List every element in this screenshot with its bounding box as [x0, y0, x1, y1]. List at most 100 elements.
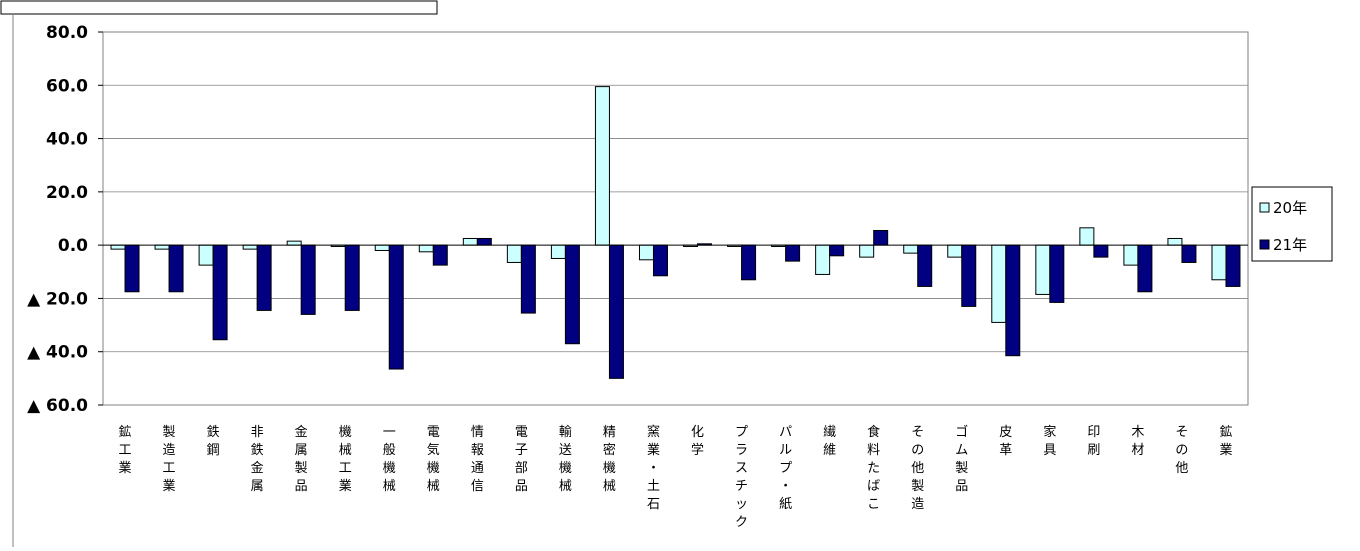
x-tick-label: プ — [779, 461, 792, 476]
x-tick-label: 一 — [383, 425, 396, 440]
bar — [829, 244, 845, 257]
x-tick-label: ム — [955, 443, 968, 458]
x-tick-label: ル — [779, 443, 792, 458]
bar — [991, 244, 1007, 323]
x-tick-label: 送 — [559, 443, 572, 458]
y-tick-label: 20.0 — [46, 183, 88, 203]
x-tick-label: の — [911, 443, 924, 458]
x-tick-label: 工 — [339, 461, 352, 476]
bar — [374, 244, 390, 251]
x-tick-label: 電 — [515, 425, 528, 440]
y-tick-label: 60.0 — [46, 76, 88, 96]
bar — [388, 244, 404, 370]
x-tick-label: 業 — [163, 478, 176, 494]
bar — [859, 244, 875, 258]
bar — [1225, 244, 1241, 287]
x-tick-label: 品 — [955, 479, 968, 494]
x-tick-label: プ — [735, 425, 748, 440]
x-tick-label: 機 — [339, 425, 352, 440]
x-tick-label: 造 — [911, 497, 924, 512]
bar — [506, 244, 522, 263]
bar — [638, 244, 654, 261]
bar — [198, 244, 214, 266]
bar — [1093, 244, 1109, 258]
x-tick-label: 電 — [427, 425, 440, 440]
x-tick-label: そ — [1175, 425, 1188, 440]
x-tick-label: 木 — [1131, 425, 1144, 440]
x-tick-label: 般 — [383, 442, 396, 458]
x-tick-label: 窯 — [647, 425, 660, 440]
legend-swatch — [1259, 239, 1270, 250]
x-tick-label: 輸 — [559, 425, 572, 440]
bar — [917, 244, 933, 287]
bar — [961, 244, 977, 307]
x-tick-label: 業 — [339, 478, 352, 494]
bar — [520, 244, 536, 314]
bar — [564, 244, 580, 345]
x-tick-label: 印 — [1087, 425, 1100, 440]
x-tick-label: 鉱 — [1219, 424, 1232, 440]
x-tick-label: 他 — [911, 461, 924, 476]
bar — [1211, 244, 1227, 281]
x-tick-label: 食 — [867, 424, 880, 440]
x-tick-label: 具 — [1043, 443, 1056, 458]
x-tick-label: 子 — [515, 443, 528, 458]
x-tick-label: 非 — [251, 425, 264, 440]
bar — [608, 244, 624, 379]
x-tick-label: 密 — [603, 442, 616, 458]
y-tick-label: ▲ 40.0 — [27, 343, 88, 363]
x-tick-label: 業 — [119, 460, 132, 476]
x-tick-label: 工 — [163, 461, 176, 476]
x-tick-label: 刷 — [1087, 443, 1100, 458]
x-tick-label: た — [867, 461, 880, 476]
x-tick-label: 業 — [647, 442, 660, 458]
x-tick-label: 化 — [691, 425, 704, 440]
x-tick-label: 造 — [163, 443, 176, 458]
x-tick-label: 他 — [1175, 461, 1188, 476]
x-tick-label: 品 — [295, 479, 308, 494]
x-tick-label: ・ — [779, 479, 792, 494]
x-tick-label: 家 — [1043, 424, 1056, 440]
x-tick-label: 工 — [119, 443, 132, 458]
x-tick-label: 業 — [1219, 442, 1232, 458]
y-tick-label: 0.0 — [58, 236, 88, 256]
bar — [1035, 244, 1051, 295]
x-tick-label: 械 — [383, 479, 396, 494]
y-tick-label: ▲ 60.0 — [27, 396, 88, 416]
bar — [947, 244, 963, 258]
bar — [300, 244, 316, 315]
x-tick-label: ラ — [735, 443, 748, 458]
x-tick-label: 石 — [647, 497, 660, 512]
x-tick-label: 械 — [339, 443, 352, 458]
x-tick-label: チ — [735, 479, 748, 494]
x-tick-label: こ — [867, 497, 880, 512]
x-tick-label: 情 — [471, 425, 484, 440]
plot-area — [102, 31, 1249, 406]
x-tick-label: 部 — [515, 461, 528, 476]
bar — [418, 244, 434, 253]
x-tick-label: 信 — [471, 479, 484, 494]
legend: 20年 21年 — [1251, 186, 1333, 262]
x-tick-label: 鋼 — [207, 443, 220, 458]
bar — [256, 244, 272, 311]
bar — [785, 244, 801, 262]
x-tick-label: 製 — [955, 461, 968, 476]
bar — [476, 237, 492, 246]
legend-swatch — [1259, 202, 1270, 213]
x-tick-label: 繊 — [823, 424, 836, 440]
bar — [154, 244, 170, 250]
x-tick-label: ば — [867, 479, 880, 494]
x-tick-label: 製 — [295, 461, 308, 476]
x-tick-label: ゴ — [955, 424, 968, 440]
x-tick-label: 械 — [427, 479, 440, 494]
x-tick-label: 金 — [295, 424, 308, 440]
x-tick-label: 鉄 — [207, 425, 220, 440]
x-tick-label: ス — [735, 461, 748, 476]
x-tick-label: ッ — [735, 497, 748, 512]
x-tick-label: 機 — [603, 461, 616, 476]
y-tick-label: ▲ 20.0 — [27, 289, 88, 309]
x-tick-label: 製 — [911, 479, 924, 494]
x-tick-label: 機 — [559, 461, 572, 476]
x-tick-label: 機 — [427, 461, 440, 476]
